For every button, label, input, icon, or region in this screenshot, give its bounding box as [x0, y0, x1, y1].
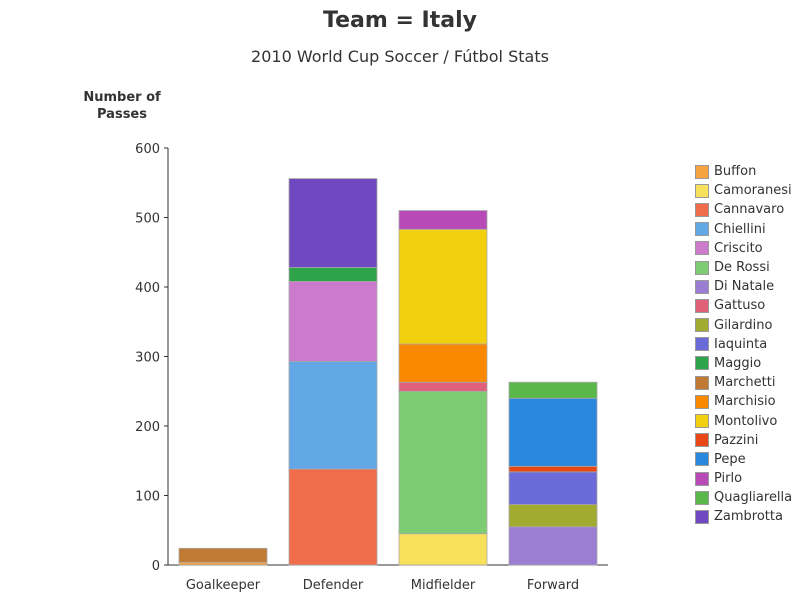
y-axis-label-line-1: Number of [83, 90, 161, 105]
legend-label: Montolivo [714, 413, 778, 429]
legend-swatch [695, 433, 709, 448]
legend-swatch [695, 183, 709, 198]
legend-item: Gilardino [695, 316, 792, 335]
legend-label: Camoranesi [714, 183, 792, 199]
bar-segment-gilardino [508, 504, 598, 528]
bar-segment-pazzini [508, 465, 598, 473]
legend-label: Buffon [714, 164, 757, 180]
legend-item: Buffon [695, 162, 792, 181]
bar-segment-marchisio [398, 343, 488, 383]
legend-swatch [695, 509, 709, 524]
y-tick-label: 100 [135, 490, 160, 505]
legend-label: Marchetti [714, 375, 776, 391]
legend-label: Gilardino [714, 317, 773, 333]
legend-swatch [695, 356, 709, 371]
bar-segment-pirlo [398, 210, 488, 230]
legend-item: Iaquinta [695, 335, 792, 354]
legend-label: Di Natale [714, 279, 775, 295]
y-tick-label: 500 [135, 212, 160, 227]
y-tick-label: 400 [135, 281, 160, 296]
legend-label: Quagliarella [714, 490, 793, 506]
legend-item: Di Natale [695, 277, 792, 296]
legend-label: De Rossi [714, 260, 770, 276]
legend-item: Montolivo [695, 411, 792, 430]
legend-label: Pepe [714, 451, 746, 467]
legend-swatch [695, 452, 709, 467]
legend-item: Pepe [695, 450, 792, 469]
legend-label: Maggio [714, 355, 762, 371]
legend-swatch [695, 222, 709, 237]
legend-swatch [695, 394, 709, 409]
legend-item: Maggio [695, 354, 792, 373]
legend-label: Pirlo [714, 471, 743, 487]
legend-swatch [695, 471, 709, 486]
bar-segment-maggio [288, 267, 378, 282]
x-tick-label: Forward [527, 578, 579, 593]
x-tick-label: Defender [303, 578, 364, 593]
bar-segment-montolivo [398, 228, 488, 345]
legend-swatch [695, 164, 709, 179]
y-tick-label: 600 [135, 142, 160, 157]
bar-segment-zambrotta [288, 178, 378, 268]
legend-item: Marchisio [695, 392, 792, 411]
legend-swatch [695, 241, 709, 256]
legend-swatch [695, 318, 709, 333]
legend-label: Pazzini [714, 432, 759, 448]
chart-title: Team = Italy [323, 8, 477, 33]
legend-item: Quagliarella [695, 488, 792, 507]
legend-item: De Rossi [695, 258, 792, 277]
legend-item: Pazzini [695, 431, 792, 450]
legend-item: Gattuso [695, 296, 792, 315]
legend-label: Gattuso [714, 298, 766, 314]
legend-label: Chiellini [714, 221, 766, 237]
legend-item: Camoranesi [695, 181, 792, 200]
chart-legend: Buffon Camoranesi Cannavaro Chiellini Crisci… [695, 162, 792, 527]
bar-segment-pepe [508, 397, 598, 467]
bar-segment-de-rossi [398, 390, 488, 535]
legend-item: Marchetti [695, 373, 792, 392]
legend-label: Zambrotta [714, 509, 783, 525]
x-tick-label: Goalkeeper [186, 578, 261, 593]
legend-label: Iaquinta [714, 336, 768, 352]
bar-segment-marchetti [178, 547, 268, 563]
legend-swatch [695, 337, 709, 352]
legend-item: Zambrotta [695, 507, 792, 526]
bar-segment-di-natale [508, 526, 598, 566]
bar-segment-camoranesi [398, 533, 488, 566]
x-tick-label: Midfielder [411, 578, 476, 593]
chart-subtitle: 2010 World Cup Soccer / Fútbol Stats [251, 47, 549, 66]
legend-swatch [695, 414, 709, 429]
legend-label: Marchisio [714, 394, 776, 410]
legend-swatch [695, 298, 709, 313]
legend-label: Cannavaro [714, 202, 785, 218]
legend-swatch [695, 490, 709, 505]
legend-swatch [695, 202, 709, 217]
bar-segment-iaquinta [508, 471, 598, 505]
legend-item: Chiellini [695, 220, 792, 239]
y-tick-label: 0 [152, 559, 160, 574]
y-axis-label-line-2: Passes [97, 107, 147, 122]
bar-segment-buffon [178, 561, 268, 566]
legend-item: Criscito [695, 239, 792, 258]
legend-swatch [695, 375, 709, 390]
bar-segment-gattuso [398, 381, 488, 392]
y-tick-label: 300 [135, 351, 160, 366]
bar-segment-chiellini [288, 360, 378, 470]
y-axis-label: Number of Passes [72, 89, 172, 123]
legend-label: Criscito [714, 240, 763, 256]
legend-item: Cannavaro [695, 200, 792, 219]
legend-swatch [695, 279, 709, 294]
bar-segment-cannavaro [288, 468, 378, 566]
bar-segment-quagliarella [508, 381, 598, 399]
legend-item: Pirlo [695, 469, 792, 488]
bar-segment-criscito [288, 281, 378, 362]
y-tick-label: 200 [135, 420, 160, 435]
legend-swatch [695, 260, 709, 275]
